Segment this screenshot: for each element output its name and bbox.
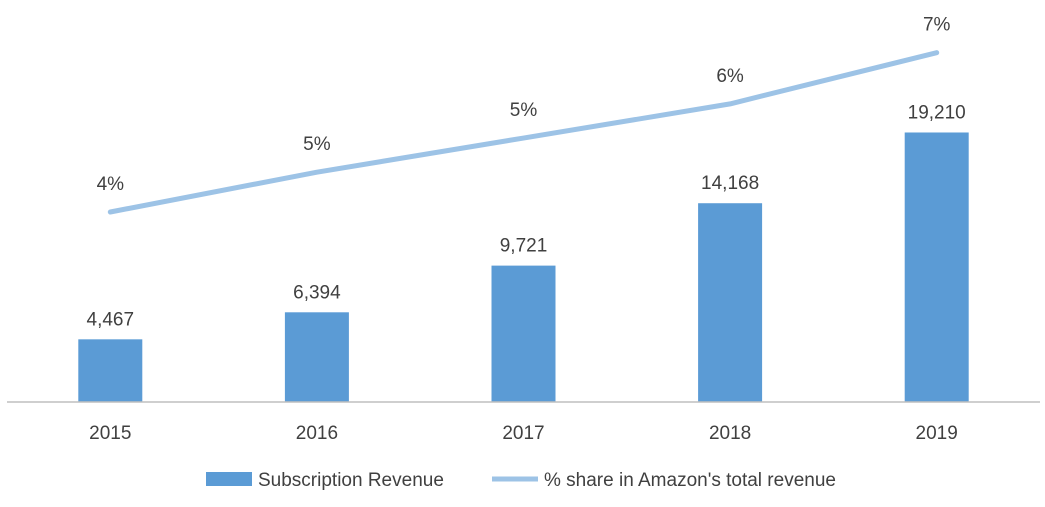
legend-bar-label: Subscription Revenue <box>258 470 444 491</box>
bar-2018 <box>698 203 763 402</box>
x-tick-labels: 2015 2016 2017 2018 2019 <box>89 423 958 444</box>
line-layer <box>107 50 940 215</box>
line-value-label-2015: 4% <box>97 174 125 195</box>
bar-2015 <box>78 339 143 402</box>
bar-value-label-2018: 14,168 <box>701 173 759 194</box>
line-value-label-2016: 5% <box>303 134 331 155</box>
bar-value-label-2017: 9,721 <box>500 236 548 257</box>
x-tick-label-2015: 2015 <box>89 423 131 444</box>
x-tick-label-2017: 2017 <box>502 423 544 444</box>
bar-value-label-2016: 6,394 <box>293 282 341 303</box>
bar-value-label-2019: 19,210 <box>908 102 966 123</box>
data-labels: 4,467 6,394 9,721 14,168 19,210 4% 5% 5% 6% 7% <box>87 15 966 331</box>
line-value-label-2017: 5% <box>510 100 538 121</box>
legend: Subscription Revenue % share in Amazon's… <box>206 470 836 491</box>
share-line <box>107 50 940 215</box>
line-value-label-2019: 7% <box>923 15 951 36</box>
bar-value-label-2015: 4,467 <box>87 309 135 330</box>
bar-2019 <box>904 132 969 402</box>
bar-2016 <box>284 312 349 402</box>
x-tick-label-2018: 2018 <box>709 423 751 444</box>
bars-layer <box>78 132 969 402</box>
x-tick-label-2016: 2016 <box>296 423 338 444</box>
x-tick-label-2019: 2019 <box>916 423 958 444</box>
bar-2017 <box>491 265 556 402</box>
legend-line-label: % share in Amazon's total revenue <box>544 470 836 491</box>
legend-bar-swatch <box>206 472 252 486</box>
line-value-label-2018: 6% <box>716 66 744 87</box>
